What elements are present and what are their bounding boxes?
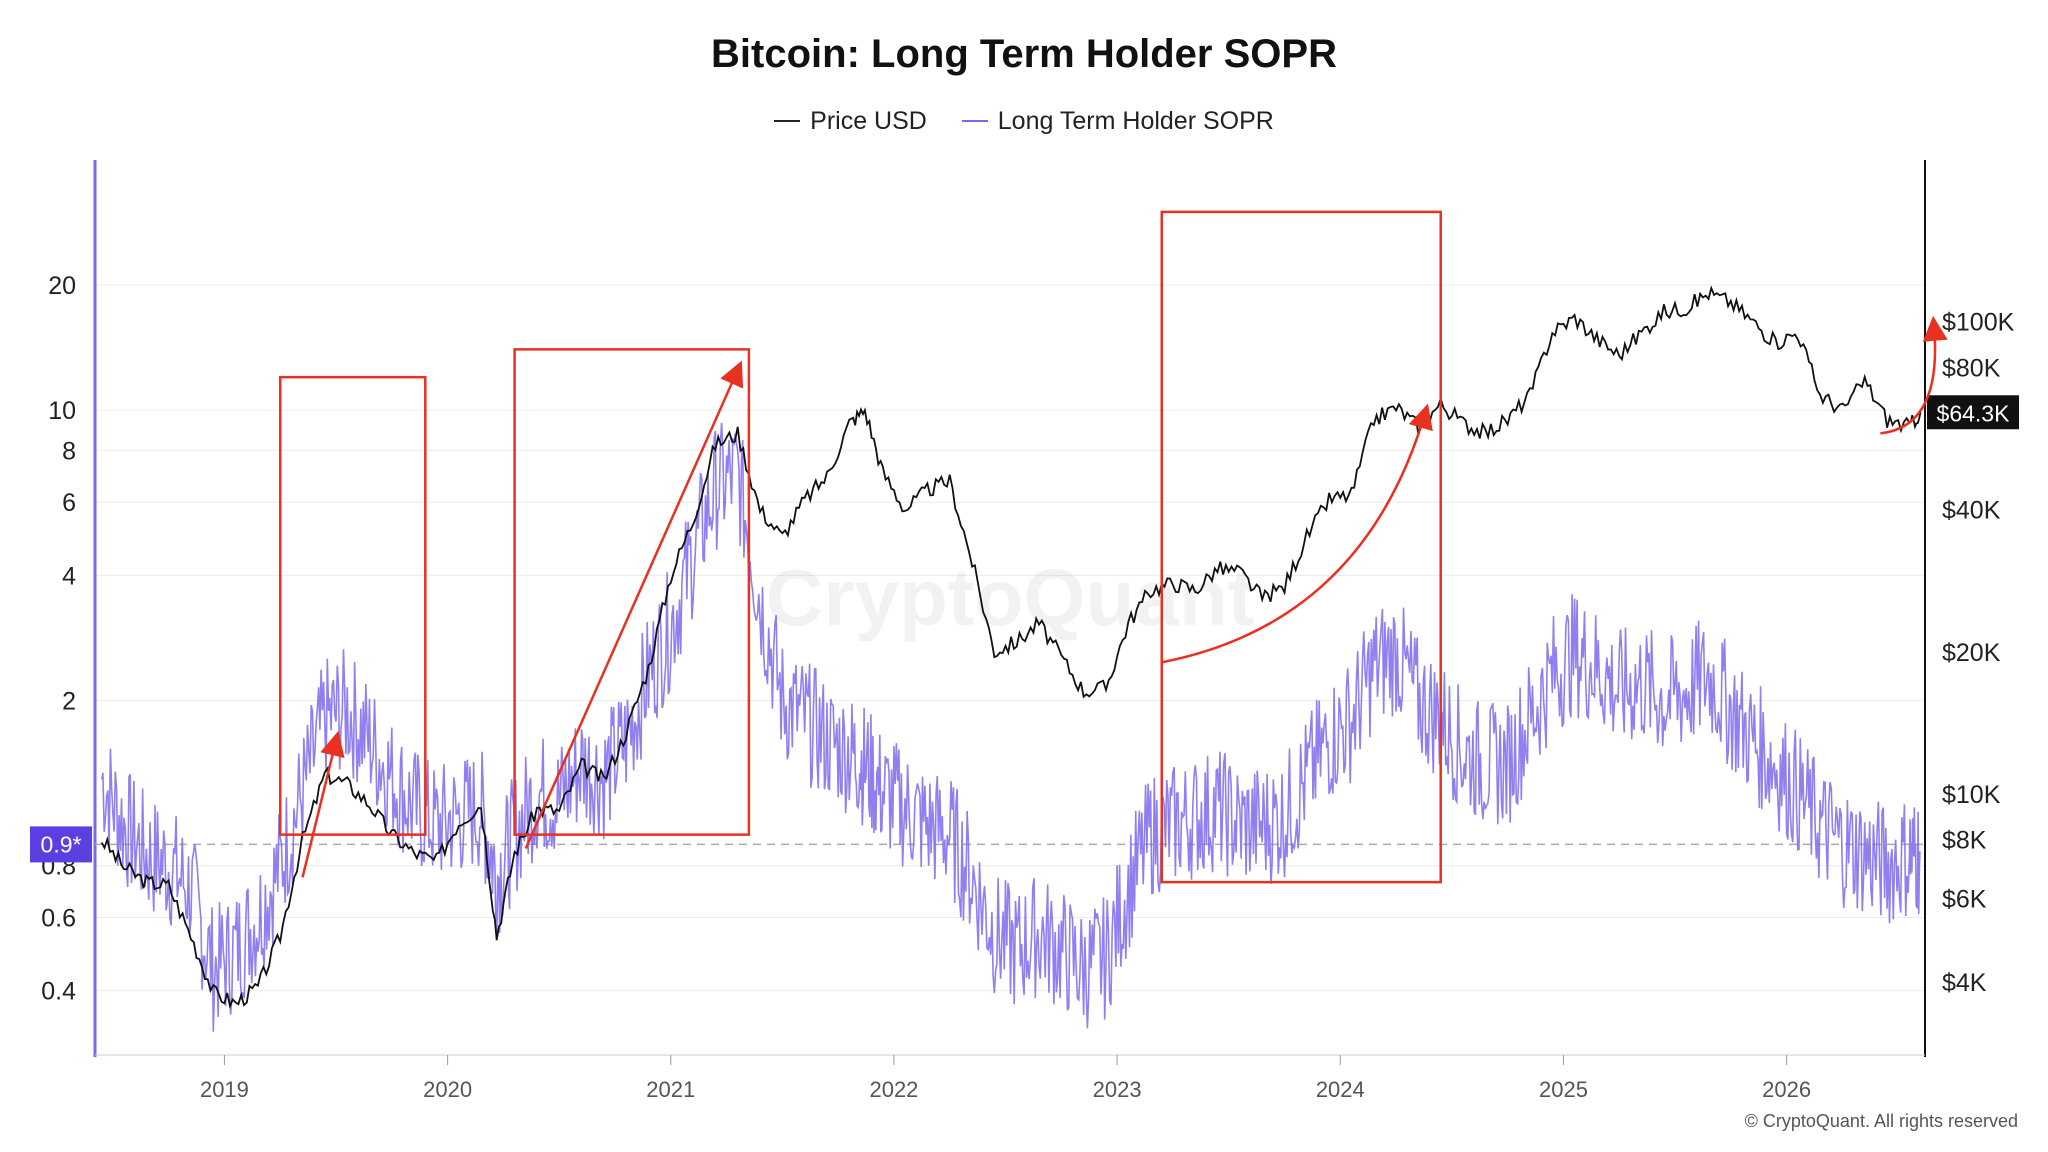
- right-tick-label: $8K: [1942, 827, 1987, 855]
- x-tick-label: 2020: [423, 1077, 472, 1102]
- annotation-box: [278, 375, 427, 836]
- reference-badge: [30, 826, 92, 863]
- x-tick-label: 2021: [646, 1077, 695, 1102]
- x-tick-label: 2019: [200, 1077, 249, 1102]
- reference-badge-label: 0.9*: [41, 831, 82, 857]
- right-tick-label: $40K: [1942, 497, 2001, 525]
- current-price-badge: [1927, 395, 2019, 430]
- legend-swatch-sopr: [961, 120, 988, 122]
- legend-item-price[interactable]: Price USD: [774, 107, 927, 136]
- left-tick-label: 6: [62, 489, 76, 517]
- x-tick-label: 2022: [869, 1077, 918, 1102]
- x-tick-label: 2025: [1539, 1077, 1588, 1102]
- x-tick-label: 2023: [1093, 1077, 1142, 1102]
- left-tick-label: 20: [48, 272, 76, 300]
- chart-legend: Price USD Long Term Holder SOPR: [0, 100, 2048, 136]
- copyright-text: © CryptoQuant. All rights reserved: [1744, 1111, 2018, 1131]
- annotation-arrow: [1161, 403, 1433, 664]
- annotation-arrow: [1880, 315, 1948, 435]
- left-tick-label: 2: [62, 687, 76, 715]
- annotation-arrow: [301, 730, 345, 878]
- series-line-long-term-holder-sopr: [100, 422, 1921, 1032]
- left-tick-label: 0.6: [41, 905, 76, 933]
- left-tick-label: 0.4: [41, 978, 76, 1006]
- current-price-label: $64.3K: [1937, 400, 2011, 426]
- x-tick-label: 2024: [1316, 1077, 1365, 1102]
- right-tick-label: $80K: [1942, 354, 2001, 382]
- right-tick-label: $6K: [1942, 886, 1987, 914]
- watermark-text: CryptoQuant: [766, 553, 1255, 642]
- left-tick-label: 10: [48, 397, 76, 425]
- right-tick-label: $20K: [1942, 639, 2001, 667]
- series-line-price-usd: [100, 285, 1922, 1009]
- annotation-box: [1160, 210, 1442, 884]
- legend-swatch-price: [774, 120, 801, 122]
- right-tick-label: $100K: [1942, 309, 2015, 337]
- legend-label-sopr: Long Term Holder SOPR: [997, 106, 1274, 135]
- left-tick-label: 4: [62, 562, 76, 590]
- x-tick-label: 2026: [1762, 1077, 1811, 1102]
- chart-title: Bitcoin: Long Term Holder SOPR: [711, 32, 1337, 76]
- annotation-arrow: [524, 360, 744, 849]
- right-tick-label: $10K: [1942, 781, 2001, 809]
- legend-item-sopr[interactable]: Long Term Holder SOPR: [961, 106, 1274, 136]
- legend-label-price: Price USD: [810, 106, 927, 135]
- annotation-box: [513, 348, 751, 836]
- left-tick-label: 8: [62, 437, 76, 465]
- right-tick-label: $4K: [1942, 969, 1987, 997]
